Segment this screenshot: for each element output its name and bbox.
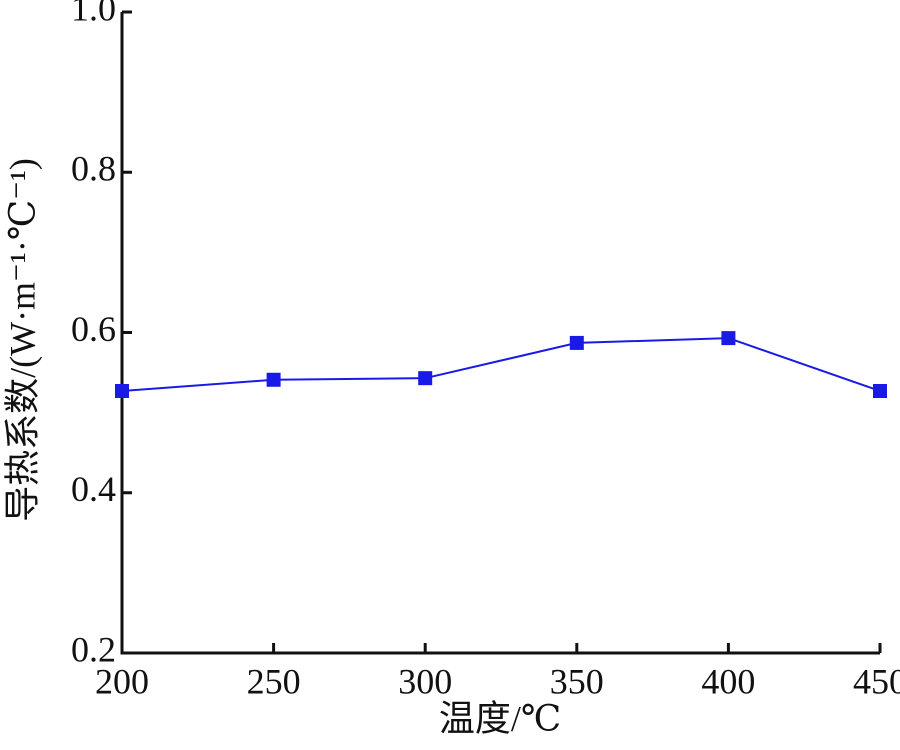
y-tick-label: 0.2 (71, 629, 116, 669)
point (873, 383, 887, 398)
point (266, 372, 281, 387)
x-tick-label: 400 (701, 661, 755, 701)
y-tick-label: 0.6 (71, 309, 116, 349)
x-tick-label: 300 (398, 661, 452, 701)
series-line (121, 337, 881, 392)
x-tick-label: 250 (247, 661, 301, 701)
x-tick-label: 350 (550, 661, 604, 701)
axis-line (120, 12, 880, 655)
x-tick-label: 450 (853, 661, 900, 701)
point (721, 331, 736, 346)
point (418, 371, 433, 386)
x-tick-label: 200 (95, 661, 149, 701)
y-axis-label: 导热系数/(W·m⁻¹·℃⁻¹) (2, 158, 42, 522)
point (115, 383, 129, 398)
y-tick-label: 0.4 (71, 469, 116, 509)
y-tick-label: 0.8 (71, 149, 116, 189)
y-tick-label: 1.0 (71, 0, 116, 28)
x-axis-label: 温度/℃ (439, 698, 561, 738)
point (569, 335, 584, 350)
